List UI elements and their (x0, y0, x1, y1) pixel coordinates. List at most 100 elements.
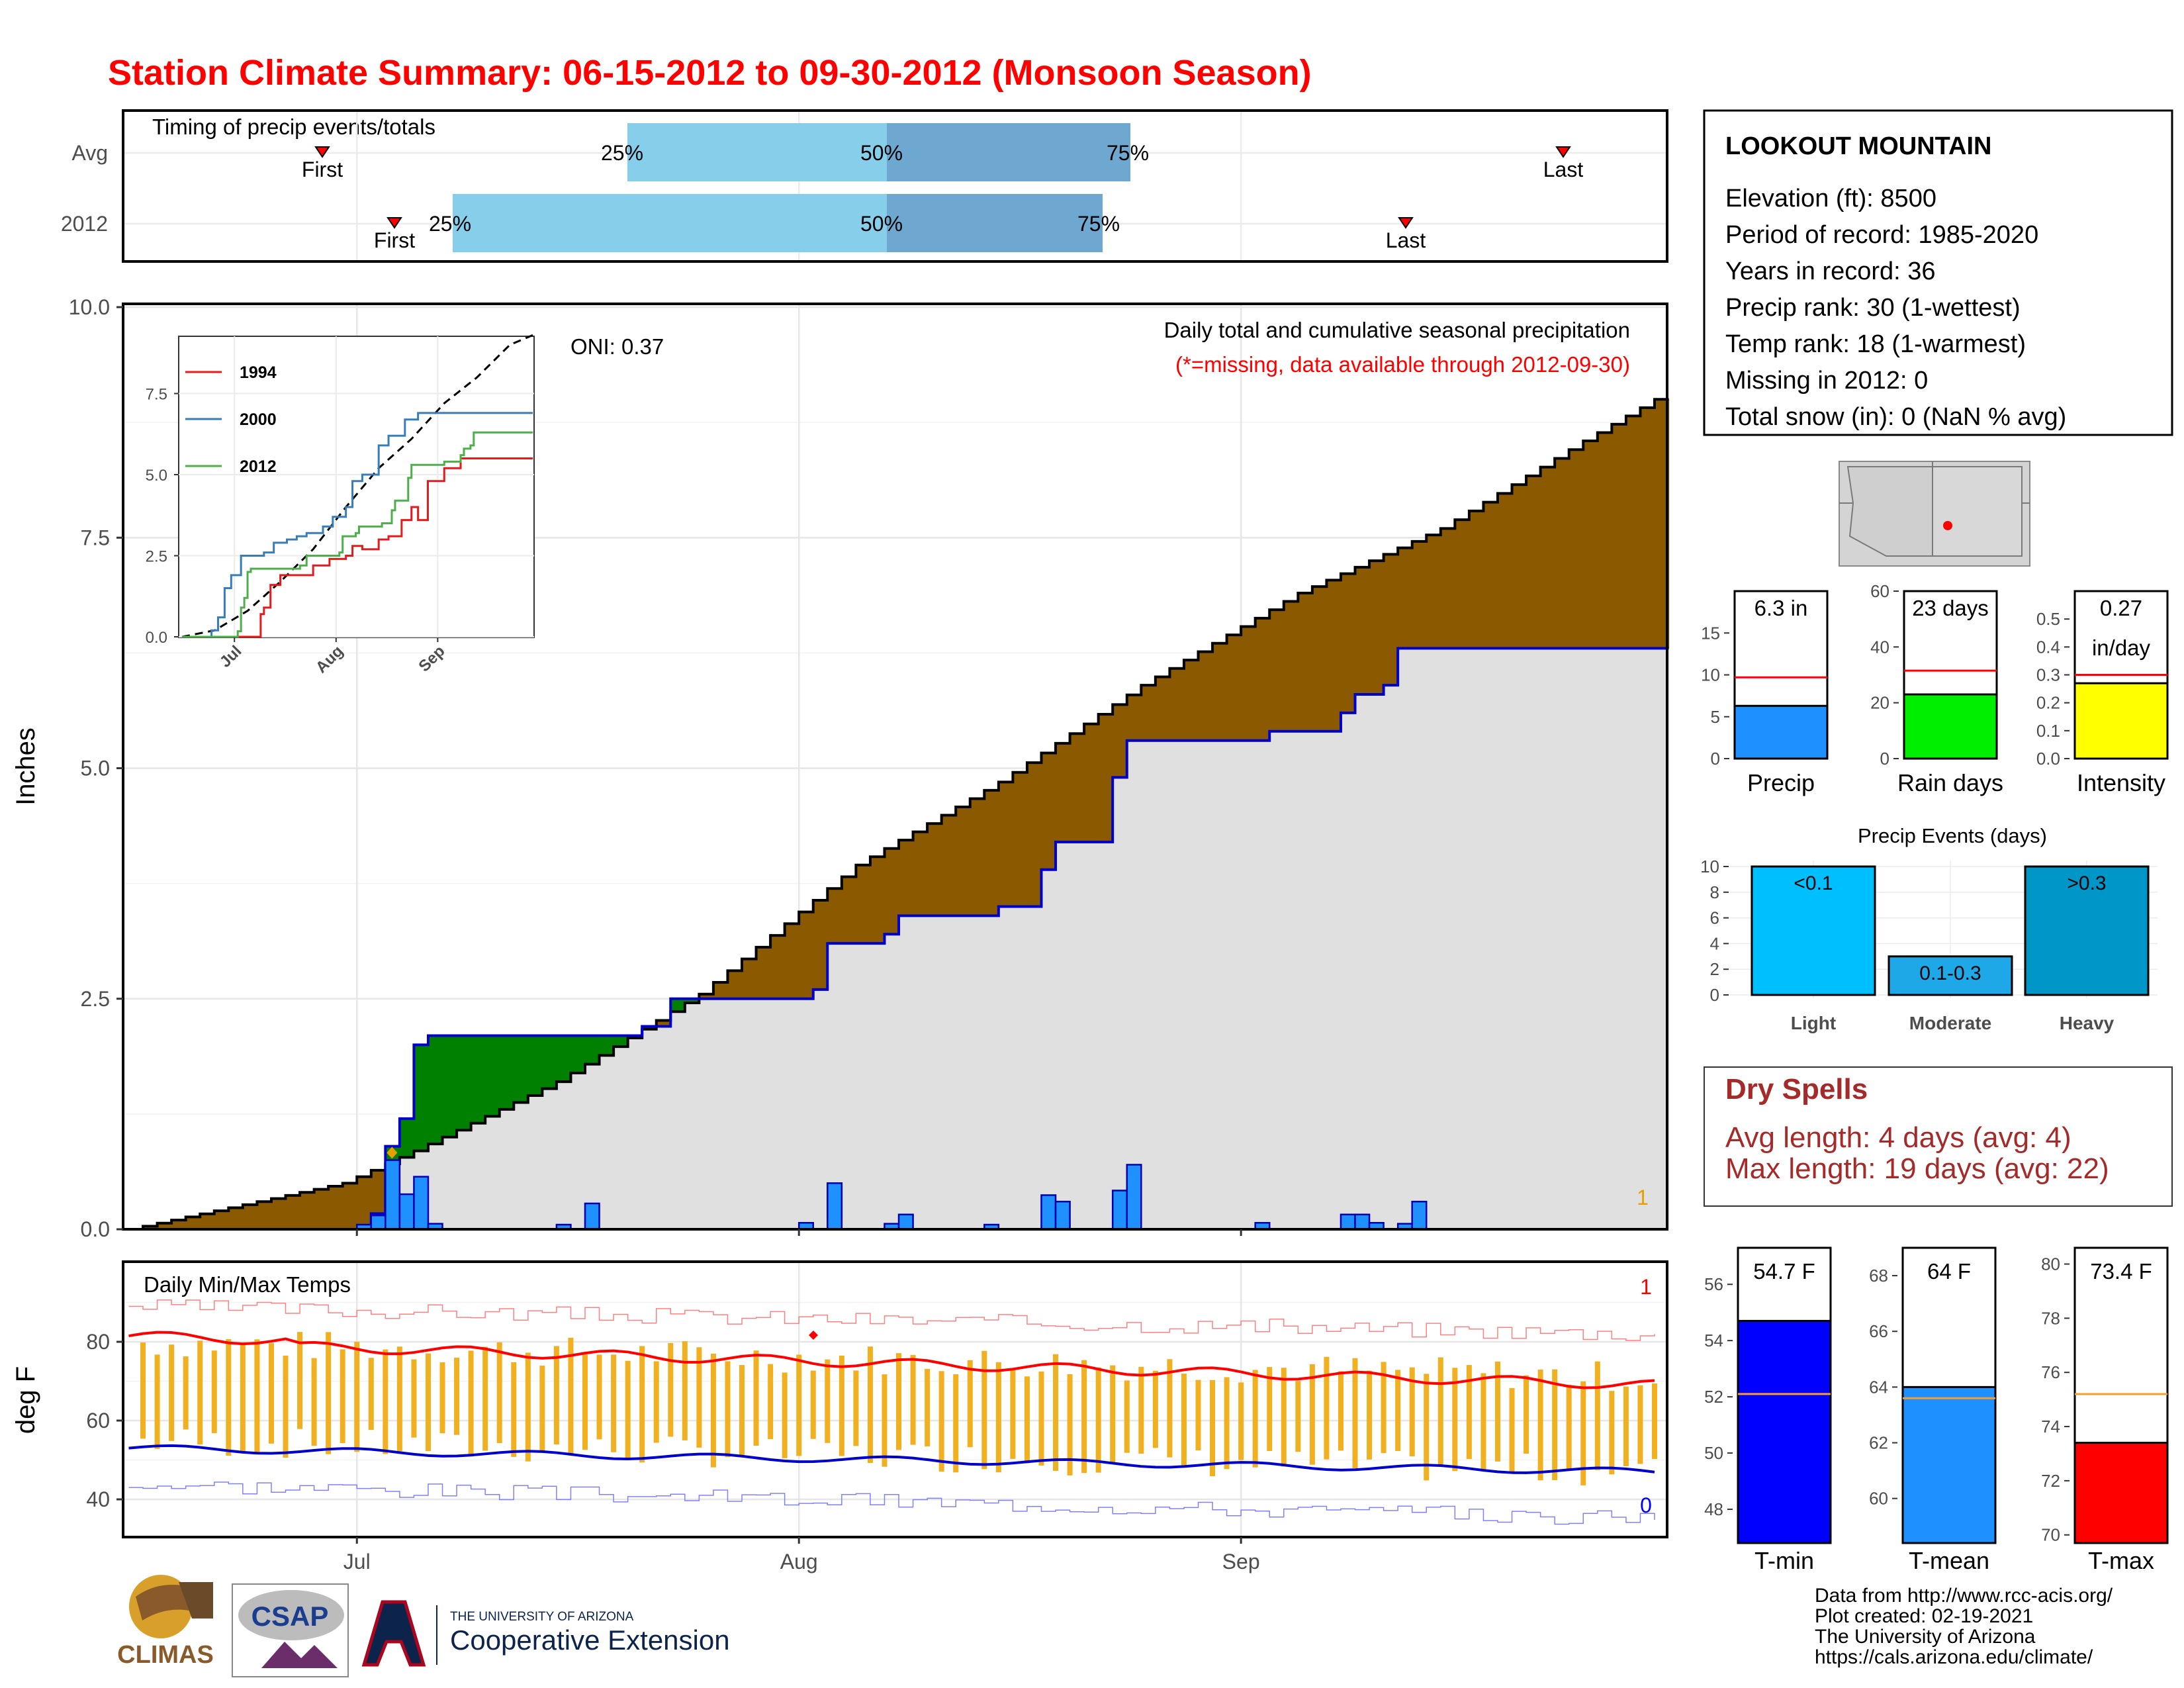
daily-temp-range-bar (682, 1341, 688, 1440)
inset-legend-label: 2012 (240, 457, 277, 476)
daily-temp-range-bar (725, 1361, 731, 1458)
timing-row-avg: Avg (71, 141, 108, 165)
daily-temp-range-bar (896, 1353, 902, 1450)
dry-spells-avg: Avg length: 4 days (avg: 4) (1725, 1121, 2071, 1154)
station-line: Missing in 2012: 0 (1725, 367, 1928, 395)
timing-event-marker (387, 217, 402, 229)
daily-temp-range-bar (183, 1356, 189, 1430)
deficit-area (784, 923, 799, 999)
daily-temp-range-bar (1038, 1371, 1044, 1466)
daily-temp-range-bar (1138, 1366, 1144, 1454)
daily-temp-range-bar (1081, 1360, 1087, 1474)
inset-y-tick-label: 0.0 (146, 629, 167, 647)
inset-legend-label: 1994 (240, 363, 277, 382)
credit-line: https://cals.arizona.edu/climate/ (1815, 1646, 2093, 1668)
timing-avg-last-label: Last (1543, 158, 1584, 181)
daily-precip-bar (897, 1213, 914, 1231)
daily-temp-range-bar (582, 1354, 588, 1450)
timing-avg-q2 (887, 123, 1130, 181)
deficit-area (1483, 502, 1498, 649)
daily-precip-bar (398, 1193, 415, 1231)
deficit-area (1455, 520, 1470, 649)
dry-spells-title: Dry Spells (1725, 1073, 1868, 1105)
daily-temp-range-bar (383, 1349, 388, 1454)
daily-temp-range-bar (1424, 1374, 1430, 1481)
daily-temp-range-bar (753, 1350, 759, 1446)
deficit-area (742, 959, 757, 999)
observed-cumulative-line (128, 647, 1669, 1231)
daily-precip-bar (370, 1214, 387, 1231)
daily-temp-range-bar (1067, 1374, 1073, 1476)
ua-logo-small-text: THE UNIVERSITY OF ARIZONA (450, 1610, 634, 1624)
station-line: Period of record: 1985-2020 (1725, 221, 2038, 249)
surplus-area (485, 1035, 500, 1117)
daily-temp-range-bar (825, 1359, 831, 1443)
inset-y-tick-label: 5.0 (146, 467, 167, 485)
temp-summary-y-tick-label: 74 (2041, 1417, 2060, 1436)
events-bars: <0.1 Light 0.1-0.3 Moderate >0.3 Heavy 0 2 4 6 8 10 (1700, 857, 2158, 1033)
inset-legend-label: 2000 (240, 410, 277, 429)
deficit-area (827, 888, 842, 944)
deficit-area (1212, 643, 1228, 741)
summary-y-tick-label: 0.4 (2036, 637, 2060, 657)
daily-temp-range-bar (739, 1365, 745, 1456)
daily-temp-range-bar (839, 1355, 844, 1456)
daily-temp-range-bar (611, 1354, 617, 1452)
deficit-area (770, 935, 786, 999)
credit-line: The University of Arizona (1815, 1626, 2036, 1648)
deficit-area (884, 848, 899, 935)
deficit-area (1355, 567, 1370, 695)
deficit-area (157, 1223, 172, 1229)
summary-y-tick-label: 10 (1701, 665, 1720, 685)
surplus-area (399, 1118, 415, 1158)
daily-temp-range-bar (340, 1349, 345, 1444)
station-name: LOOKOUT MOUNTAIN (1725, 132, 1991, 160)
daily-temp-range-bar (140, 1342, 146, 1439)
surplus-area (457, 1035, 472, 1131)
timing-avg-50-label: 50% (860, 141, 903, 165)
temp-x-tick-label: Jul (343, 1550, 371, 1573)
daily-temp-range-bar (568, 1337, 574, 1455)
daily-temp-range-bar (1309, 1364, 1315, 1465)
timing-2012-75-label: 75% (1077, 212, 1120, 236)
daily-precip-bar (827, 1182, 843, 1231)
deficit-area (257, 1201, 272, 1229)
daily-temp-range-bar (910, 1354, 916, 1445)
deficit-area (1526, 475, 1541, 649)
daily-temp-range-bar (439, 1362, 445, 1434)
summary-bar-value-label: 6.3 in (1754, 596, 1808, 620)
surplus-area (670, 998, 686, 1012)
deficit-area (1155, 677, 1171, 741)
daily-temp-range-bar (639, 1346, 645, 1463)
daily-temp-range-bar (1167, 1359, 1173, 1458)
deficit-area (1226, 635, 1242, 741)
station-line: Elevation (ft): 8500 (1725, 185, 1936, 212)
precip-y-tick-label: 10.0 (69, 295, 110, 319)
daily-temp-range-bar (967, 1360, 973, 1448)
deficit-area (1255, 618, 1270, 741)
precip-y-tick-label: 2.5 (81, 987, 110, 1011)
daily-temp-range-bar (1352, 1358, 1358, 1469)
temp-y-axis-title: deg F (11, 1366, 40, 1434)
daily-temp-range-bar (1281, 1368, 1287, 1467)
daily-precip-bars (355, 1147, 1428, 1231)
temp-panel: Daily Min/Max Temps 1 0 deg F 40 60 80 Jul… (11, 1260, 1668, 1573)
deficit-area (756, 947, 771, 999)
daily-temp-range-bar (396, 1346, 402, 1452)
surplus-area (614, 1035, 629, 1047)
events-y-tick-label: 4 (1710, 933, 1719, 953)
temp-max-missing: 1 (1640, 1275, 1652, 1299)
daily-temp-range-bar (1324, 1356, 1330, 1460)
temp-summary-value-label: 73.4 F (2090, 1259, 2152, 1284)
timing-2012-last-label: Last (1386, 228, 1426, 252)
ua-logo-a (361, 1600, 426, 1667)
daily-temp-range-bar (1409, 1367, 1415, 1457)
deficit-area (1026, 763, 1042, 907)
map-state-arizona (1846, 466, 1933, 557)
daily-temp-range-bar (1110, 1365, 1116, 1464)
deficit-area (1597, 432, 1612, 649)
temp-x-ticks: Jul Aug Sep (343, 1537, 1260, 1573)
daily-temp-range-bar (1124, 1380, 1130, 1453)
deficit-area (357, 1176, 372, 1229)
summary-y-tick-label: 0 (1711, 749, 1720, 769)
